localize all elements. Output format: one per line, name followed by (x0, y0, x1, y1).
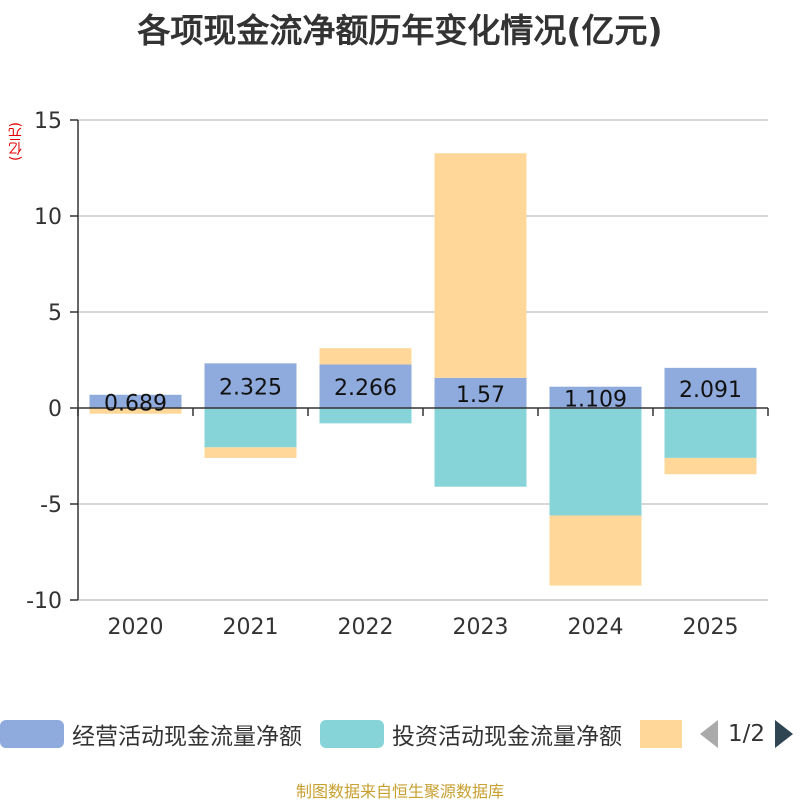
y-tick-label: 0 (48, 397, 62, 422)
bar-operating-2025 (664, 367, 757, 408)
bar-third-2021 (204, 447, 297, 458)
data-label-operating: 2.266 (334, 376, 397, 401)
legend-label-operating: 经营活动现金流量净额 (72, 724, 302, 750)
legend-item-third[interactable] (640, 716, 682, 752)
bar-third-2020 (89, 408, 182, 414)
legend-item-operating[interactable]: 经营活动现金流量净额 (0, 716, 302, 752)
x-tick-label: 2025 (683, 615, 739, 640)
bar-operating-2021 (204, 363, 297, 408)
bar-third-2022 (319, 348, 412, 365)
legend-swatch-third (640, 720, 682, 748)
x-tick-label: 2022 (338, 615, 394, 640)
data-labels: 0.689 2.325 2.266 1.57 1.109 2.091 (104, 376, 742, 417)
chart-title: 各项现金流净额历年变化情况(亿元) (137, 11, 663, 50)
bar-investing-2025 (664, 408, 757, 458)
bar-investing-2023 (434, 408, 527, 487)
legend-swatch-operating (0, 720, 64, 748)
data-source-note: 制图数据来自恒生聚源数据库 (295, 782, 504, 801)
grid-lines (78, 119, 768, 601)
bar-operating-2022 (319, 364, 412, 408)
bar-investing-2021 (204, 408, 297, 448)
bar-third-2024 (549, 515, 642, 586)
bars (89, 153, 757, 586)
data-label-operating: 1.109 (564, 387, 627, 412)
data-label-operating: 2.325 (219, 376, 282, 401)
legend: 经营活动现金流量净额 投资活动现金流量净额 1/2 (0, 716, 800, 752)
legend-page-indicator: 1/2 (728, 721, 766, 747)
bar-operating-2024 (549, 386, 642, 408)
x-tick-label: 2024 (568, 615, 624, 640)
x-tick-label: 2020 (108, 615, 164, 640)
y-tick-label: 5 (48, 301, 62, 326)
legend-item-investing[interactable]: 投资活动现金流量净额 (320, 716, 622, 752)
legend-prev-arrow-icon[interactable] (700, 720, 718, 748)
bar-investing-2024 (549, 408, 642, 516)
legend-swatch-investing (320, 720, 384, 748)
data-label-operating: 2.091 (679, 378, 742, 403)
cash-flow-chart: 15 10 5 0 -5 -10 2020 2021 2022 2023 2024 2025 0.68… (26, 109, 769, 640)
bar-operating-2020 (89, 394, 182, 408)
x-tick-label: 2021 (223, 615, 279, 640)
y-tick-label: 10 (34, 205, 62, 230)
bar-third-2025 (664, 457, 757, 475)
axes: 15 10 5 0 -5 -10 2020 2021 2022 2023 2024 2025 (26, 109, 769, 640)
legend-next-arrow-icon[interactable] (775, 720, 794, 748)
data-label-operating: 1.57 (456, 383, 505, 408)
x-tick-label: 2023 (453, 615, 509, 640)
legend-label-investing: 投资活动现金流量净额 (392, 724, 622, 750)
bar-investing-2022 (319, 408, 412, 424)
bar-operating-2023 (434, 377, 527, 408)
y-tick-label: 15 (34, 109, 62, 134)
y-tick-label: -10 (26, 589, 62, 614)
data-label-operating: 0.689 (104, 391, 167, 416)
legend-pager: 1/2 (700, 716, 794, 752)
bar-third-2023 (434, 153, 527, 378)
y-tick-label: -5 (40, 493, 62, 518)
